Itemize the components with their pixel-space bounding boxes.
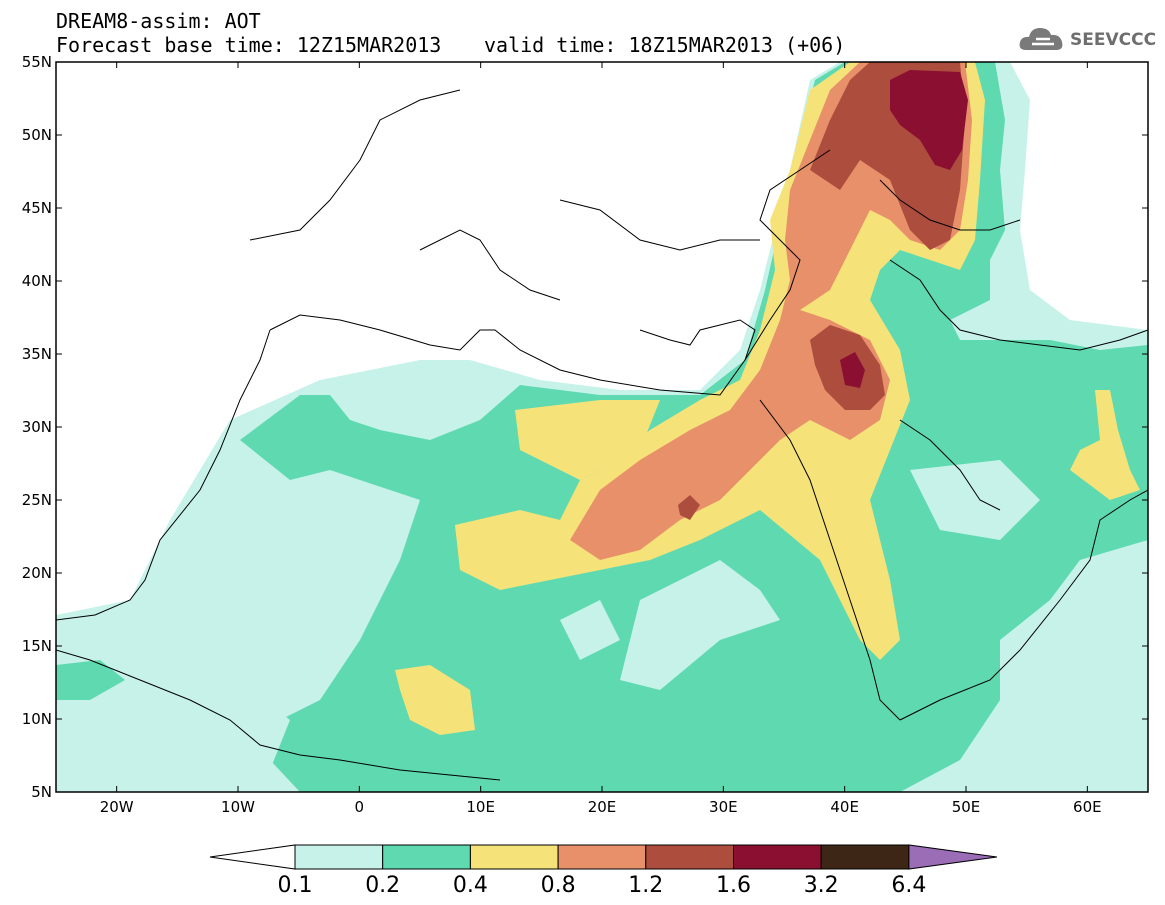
cloud-icon (1019, 28, 1063, 50)
colorbar-label: 3.2 (804, 873, 839, 898)
lat-label: 5N (31, 783, 52, 801)
lat-label: 25N (22, 491, 52, 509)
colorbar-label: 6.4 (891, 873, 926, 898)
map-title: DREAM8-assim: AOT (56, 9, 261, 33)
lat-label: 50N (22, 126, 52, 144)
lon-label: 10E (466, 798, 495, 816)
colorbar-label: 0.4 (453, 873, 488, 898)
lat-label: 45N (22, 199, 52, 217)
longitude-axis: 20W 10W 0 10E 20E 30E 40E 50E 60E (100, 62, 1102, 816)
lat-label: 55N (22, 53, 52, 71)
aot-fields (56, 62, 1148, 792)
forecast-base-time: Forecast base time: 12Z15MAR2013 (56, 33, 442, 57)
colorbar-segment (645, 844, 734, 870)
lat-label: 30N (22, 418, 52, 436)
lon-label: 30E (709, 798, 738, 816)
aot-level-0.8 (570, 62, 972, 560)
colorbar-low-arrow (209, 844, 296, 870)
lat-label: 15N (22, 637, 52, 655)
logo-text: SEEVCCC (1070, 30, 1157, 50)
colorbar-label: 0.2 (365, 873, 400, 898)
aot-level-1.6 (840, 70, 968, 388)
colorbar: 0.1 0.2 0.4 0.8 1.2 1.6 3.2 6.4 (209, 844, 997, 898)
colorbar-segment (733, 844, 822, 870)
colorbar-segment (557, 844, 647, 870)
lon-label: 0 (355, 798, 365, 816)
lon-label: 10W (221, 798, 255, 816)
lat-label: 20N (22, 564, 52, 582)
lon-label: 40E (830, 798, 859, 816)
lat-label: 35N (22, 345, 52, 363)
seevccc-logo: SEEVCCC (1018, 22, 1158, 58)
valid-time: valid time: 18Z15MAR2013 (+06) (484, 33, 846, 57)
colorbar-label: 1.2 (628, 873, 663, 898)
colorbar-high-arrow (908, 844, 997, 870)
latitude-axis: 55N 50N 45N 40N 35N 30N 25N 20N 15N 10N 5N (22, 53, 1148, 801)
lon-label: 50E (952, 798, 981, 816)
colorbar-label: 0.1 (278, 873, 313, 898)
lon-label: 20W (100, 798, 134, 816)
colorbar-segment (820, 844, 910, 870)
coastlines (56, 89, 1148, 781)
colorbar-label: 0.8 (541, 873, 576, 898)
colorbar-segment (469, 844, 559, 870)
lon-label: 60E (1073, 798, 1102, 816)
lat-label: 10N (22, 710, 52, 728)
colorbar-segment (382, 844, 471, 870)
lon-label: 20E (588, 798, 617, 816)
colorbar-segment (294, 844, 384, 870)
lat-label: 40N (22, 272, 52, 290)
colorbar-label: 1.6 (716, 873, 751, 898)
